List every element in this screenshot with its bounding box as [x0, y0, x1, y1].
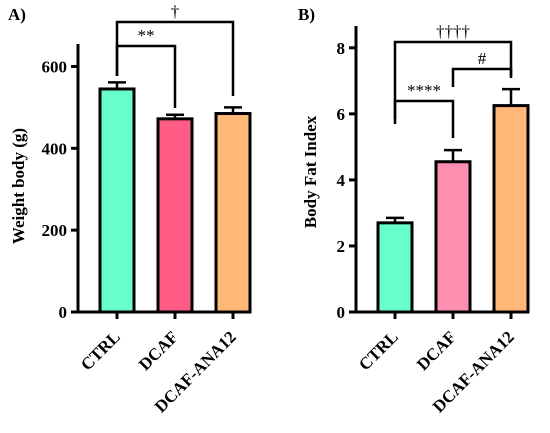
significance-bracket-a [115, 20, 235, 96]
category-label-b: DCAF [413, 327, 460, 374]
significance-bracket-b [393, 99, 455, 138]
significance-bracket-b [451, 67, 513, 87]
bar-b [492, 104, 530, 314]
y-tick-label-b: 8 [337, 39, 346, 58]
y-tick-label-b: 2 [337, 237, 346, 256]
y-tick-label-a: 600 [42, 57, 68, 76]
panel-label-a: A) [8, 5, 26, 24]
category-label-b: CTRL [355, 327, 402, 374]
y-tick-label-b: 0 [337, 303, 346, 322]
panel-label-b: B) [298, 5, 315, 24]
y-tick-label-a: 200 [42, 221, 68, 240]
bar-b [376, 221, 414, 314]
bar-a [214, 112, 252, 314]
y-tick-label-a: 400 [42, 139, 68, 158]
significance-label-a: † [171, 2, 180, 21]
bar-b [434, 160, 472, 314]
category-label-a: CTRL [77, 327, 124, 374]
significance-label-b: # [478, 49, 487, 68]
significance-label-b: **** [407, 81, 441, 100]
y-tick-label-a: 0 [59, 303, 68, 322]
y-tick-label-b: 4 [337, 171, 346, 190]
y-axis-label-b: Body Fat Index [301, 115, 320, 228]
bar-a [156, 117, 194, 314]
bar-a [98, 87, 136, 314]
significance-label-a: ** [138, 26, 155, 45]
significance-bracket-b [393, 40, 513, 124]
category-label-a: DCAF [135, 327, 182, 374]
y-tick-label-b: 6 [337, 105, 346, 124]
significance-label-b: †††† [436, 22, 470, 41]
y-axis-label-a: Weight body (g) [9, 128, 28, 244]
